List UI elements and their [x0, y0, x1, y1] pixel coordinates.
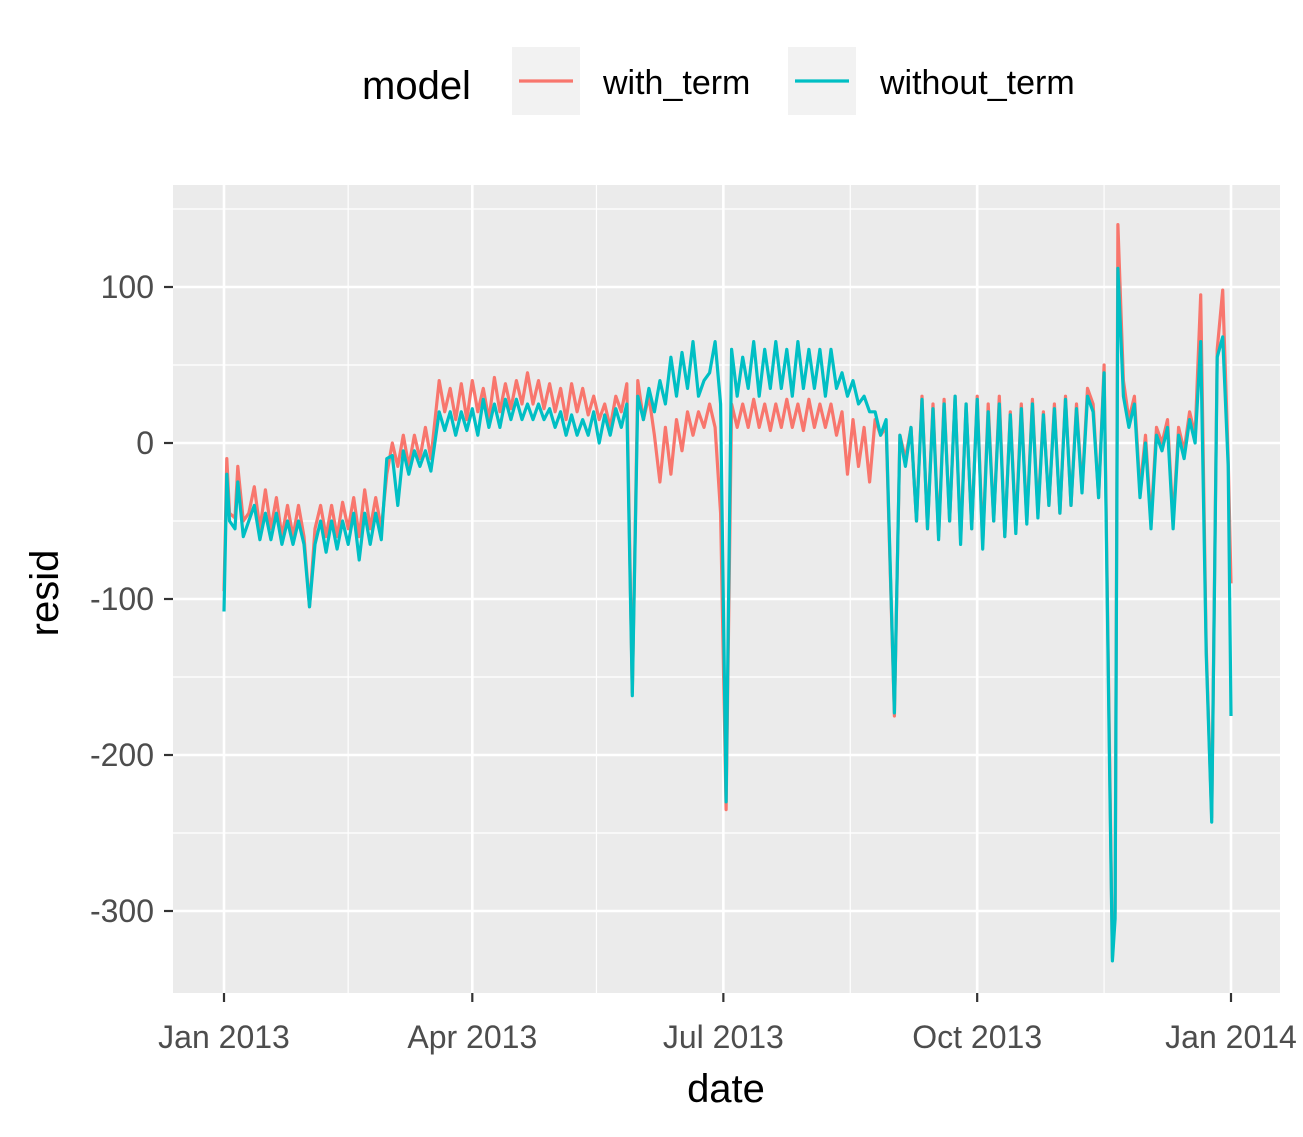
x-tick-label: Oct 2013 [912, 1019, 1042, 1055]
x-tick-label: Jul 2013 [663, 1019, 784, 1055]
y-axis: 100 0 -100 -200 -300 [90, 269, 173, 929]
y-tick-label: 0 [136, 425, 154, 461]
series-layer [222, 223, 1233, 963]
legend-label-with-term: with_term [602, 64, 750, 102]
legend-items: with_term without_term [512, 47, 1075, 115]
legend-title: model [362, 64, 471, 108]
x-tick-label: Jan 2013 [158, 1019, 290, 1055]
x-tick-label: Apr 2013 [407, 1019, 537, 1055]
series-line-without-term [222, 266, 1233, 963]
y-axis-title: resid [23, 550, 67, 637]
plot-panel [173, 185, 1280, 993]
y-tick-label: -300 [90, 893, 154, 929]
y-tick-label: -100 [90, 581, 154, 617]
x-axis-title: date [687, 1067, 765, 1111]
y-tick-label: -200 [90, 737, 154, 773]
x-tick-label: Jan 2014 [1165, 1019, 1297, 1055]
legend-label-without-term: without_term [879, 64, 1075, 102]
legend: model with_term without_term [362, 47, 1075, 115]
x-axis: Jan 2013 Apr 2013 Jul 2013 Oct 2013 Jan 2014 [158, 993, 1297, 1055]
y-tick-label: 100 [101, 269, 154, 305]
